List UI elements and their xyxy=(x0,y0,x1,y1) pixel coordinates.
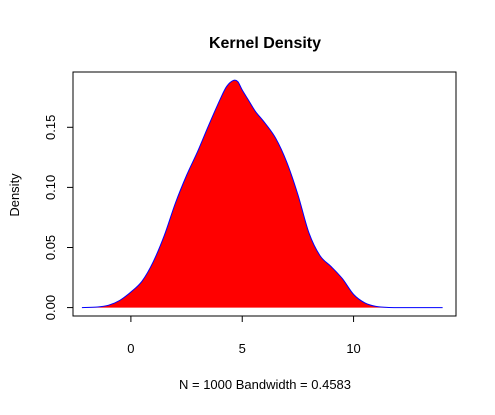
density-area-fill xyxy=(81,80,443,308)
plot-frame xyxy=(72,71,457,317)
x-tick-label: 0 xyxy=(127,341,134,356)
y-tick-label: 0.10 xyxy=(43,175,58,200)
chart-title: Kernel Density xyxy=(209,35,321,52)
x-tick-label: 10 xyxy=(346,341,360,356)
y-tick-label: 0.15 xyxy=(43,115,58,140)
marks-layer xyxy=(81,79,443,309)
x-tick-label: 5 xyxy=(239,341,246,356)
y-tick-label: 0.00 xyxy=(43,295,58,320)
density-curve-line xyxy=(81,79,443,309)
x-axis-label: N = 1000 Bandwidth = 0.4583 xyxy=(179,377,351,392)
axes-layer: 0 5 10 0.00 0.05 0.10 0.15 xyxy=(43,115,361,356)
y-tick-label: 0.05 xyxy=(43,235,58,260)
y-axis-label: Density xyxy=(7,173,22,217)
